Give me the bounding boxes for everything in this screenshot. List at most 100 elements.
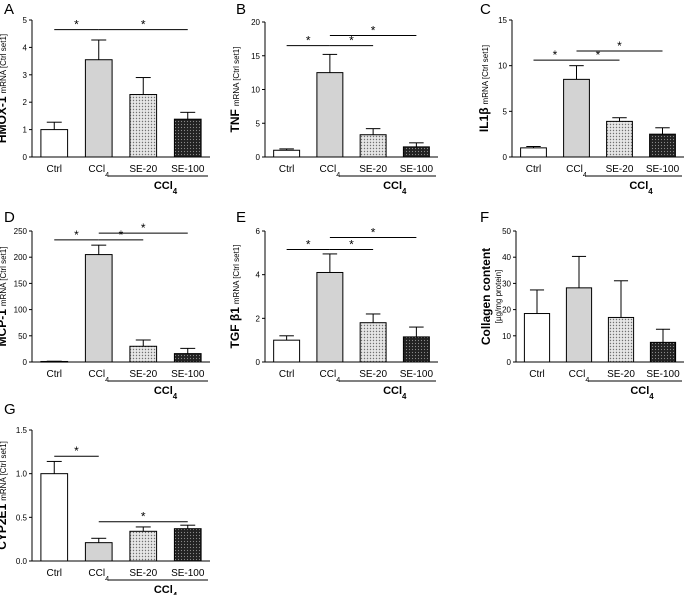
y-axis-label: TGF β1mRNA [Ctrl set1] bbox=[228, 245, 242, 349]
chart-panel-e: E 0 2 4 6 TGF β1mRNA [Ctrl set1] Ctrl CCl4 SE-20… bbox=[228, 209, 438, 401]
y-axis-label: HMOX-1mRNA [Ctrl set1] bbox=[0, 34, 9, 143]
x-tick-label: Ctrl bbox=[526, 164, 542, 175]
significance-star: * bbox=[306, 238, 311, 252]
y-axis-label: CYP2E1mRNA [Ctrl set1] bbox=[0, 441, 9, 550]
bar bbox=[607, 316, 635, 363]
chart-panel-c: C 0 5 10 15 IL1βmRNA [Ctrl set1] Ctrl CCl4 SE-20… bbox=[477, 1, 684, 196]
y-tick-label: 50 bbox=[502, 227, 511, 236]
y-tick-label: 5 bbox=[256, 119, 261, 128]
x-tick-label: SE-20 bbox=[606, 164, 634, 175]
x-tick-label: CCl4 bbox=[569, 369, 590, 384]
x-tick-label: CCl4 bbox=[88, 568, 109, 583]
significance-star: * bbox=[349, 238, 354, 252]
x-tick-label: SE-100 bbox=[400, 369, 434, 380]
y-tick-label: 3 bbox=[23, 71, 28, 80]
y-tick-label: 30 bbox=[502, 279, 511, 288]
significance-star: * bbox=[617, 39, 622, 53]
panel-letter: D bbox=[4, 209, 15, 226]
significance-star: * bbox=[553, 48, 558, 62]
y-tick-label: 20 bbox=[502, 306, 511, 315]
bar bbox=[359, 322, 387, 363]
bar bbox=[606, 120, 633, 158]
x-tick-label: SE-20 bbox=[129, 568, 157, 579]
y-axis-label: IL1βmRNA [Ctrl set1] bbox=[477, 45, 491, 132]
y-tick-label: 4 bbox=[256, 271, 261, 280]
y-tick-label: 1 bbox=[23, 126, 28, 135]
x-tick-label: SE-100 bbox=[400, 164, 434, 175]
x-tick-label: Ctrl bbox=[279, 164, 295, 175]
x-tick-label: Ctrl bbox=[529, 369, 545, 380]
bar bbox=[84, 542, 113, 562]
x-tick-label: Ctrl bbox=[279, 369, 295, 380]
bar bbox=[173, 528, 202, 562]
bar bbox=[273, 339, 301, 363]
y-tick-label: 10 bbox=[498, 62, 507, 71]
x-tick-label: CCl4 bbox=[88, 369, 109, 384]
bar bbox=[316, 72, 344, 158]
x-tick-label: CCl4 bbox=[88, 164, 109, 179]
bar bbox=[273, 149, 301, 158]
y-tick-label: 40 bbox=[502, 253, 511, 262]
bar bbox=[649, 133, 676, 158]
y-tick-label: 10 bbox=[251, 86, 260, 95]
chart-panel-a: A 0 1 2 3 4 5 HMOX-1mRNA [Ctrl set1] Ctrl CCl4 SE-… bbox=[0, 1, 210, 196]
significance-star: * bbox=[596, 48, 601, 62]
y-tick-label: 20 bbox=[251, 18, 260, 27]
bar bbox=[649, 341, 677, 363]
group-label: CCl4 bbox=[383, 180, 407, 196]
y-tick-label: 0 bbox=[23, 358, 28, 367]
y-axis-label: Collagen content[µg/mg protein] bbox=[479, 248, 503, 345]
significance-star: * bbox=[371, 226, 376, 240]
y-tick-label: 0 bbox=[256, 153, 261, 162]
y-tick-label: 0.0 bbox=[16, 557, 28, 566]
bar bbox=[84, 254, 113, 363]
panel-letter: C bbox=[480, 1, 491, 18]
y-tick-label: 15 bbox=[498, 16, 507, 25]
significance-star: * bbox=[306, 34, 311, 48]
y-tick-label: 200 bbox=[14, 253, 28, 262]
bar bbox=[402, 146, 430, 158]
bar bbox=[523, 313, 551, 363]
y-tick-label: 4 bbox=[23, 43, 28, 52]
x-tick-label: CCl4 bbox=[320, 164, 341, 179]
y-tick-label: 0.5 bbox=[16, 513, 28, 522]
bar bbox=[129, 345, 158, 363]
significance-star: * bbox=[119, 228, 124, 242]
bar bbox=[316, 271, 344, 363]
y-axis-label: MCP-1mRNA [Ctrl set1] bbox=[0, 247, 9, 347]
significance-star: * bbox=[74, 228, 79, 242]
significance-star: * bbox=[141, 221, 146, 235]
panel-letter: G bbox=[4, 401, 16, 418]
significance-star: * bbox=[74, 18, 79, 32]
x-tick-label: SE-100 bbox=[171, 164, 205, 175]
x-tick-label: SE-20 bbox=[359, 164, 387, 175]
chart-panel-f: F 0 10 20 30 40 50 Collagen content[µg/mg prote… bbox=[479, 209, 684, 401]
bar bbox=[359, 134, 387, 158]
bar bbox=[173, 118, 202, 158]
group-label: CCl4 bbox=[154, 584, 178, 595]
x-tick-label: SE-100 bbox=[646, 369, 680, 380]
bar bbox=[129, 94, 158, 158]
chart-panel-d: D 0 50 100 150 200 250 MCP-1mRNA [Ctrl set1] Ctr… bbox=[0, 209, 210, 401]
y-tick-label: 10 bbox=[502, 332, 511, 341]
y-tick-label: 0 bbox=[256, 358, 261, 367]
x-tick-label: Ctrl bbox=[46, 568, 62, 579]
bar bbox=[402, 336, 430, 363]
significance-star: * bbox=[74, 444, 79, 458]
significance-star: * bbox=[349, 34, 354, 48]
x-tick-label: SE-100 bbox=[646, 164, 680, 175]
y-tick-label: 100 bbox=[14, 306, 28, 315]
x-tick-label: SE-20 bbox=[607, 369, 635, 380]
bar bbox=[173, 353, 202, 363]
y-tick-label: 250 bbox=[14, 227, 28, 236]
y-tick-label: 15 bbox=[251, 52, 260, 61]
chart-panel-g: G 0.0 0.5 1.0 1.5 CYP2E1mRNA [Ctrl set1] Ctrl C… bbox=[0, 401, 210, 595]
significance-star: * bbox=[141, 18, 146, 32]
y-tick-label: 1.0 bbox=[16, 470, 28, 479]
x-tick-label: SE-20 bbox=[129, 164, 157, 175]
group-label: CCl4 bbox=[383, 385, 407, 401]
y-tick-label: 150 bbox=[14, 279, 28, 288]
bar bbox=[40, 473, 69, 562]
group-label: CCl4 bbox=[154, 385, 178, 401]
